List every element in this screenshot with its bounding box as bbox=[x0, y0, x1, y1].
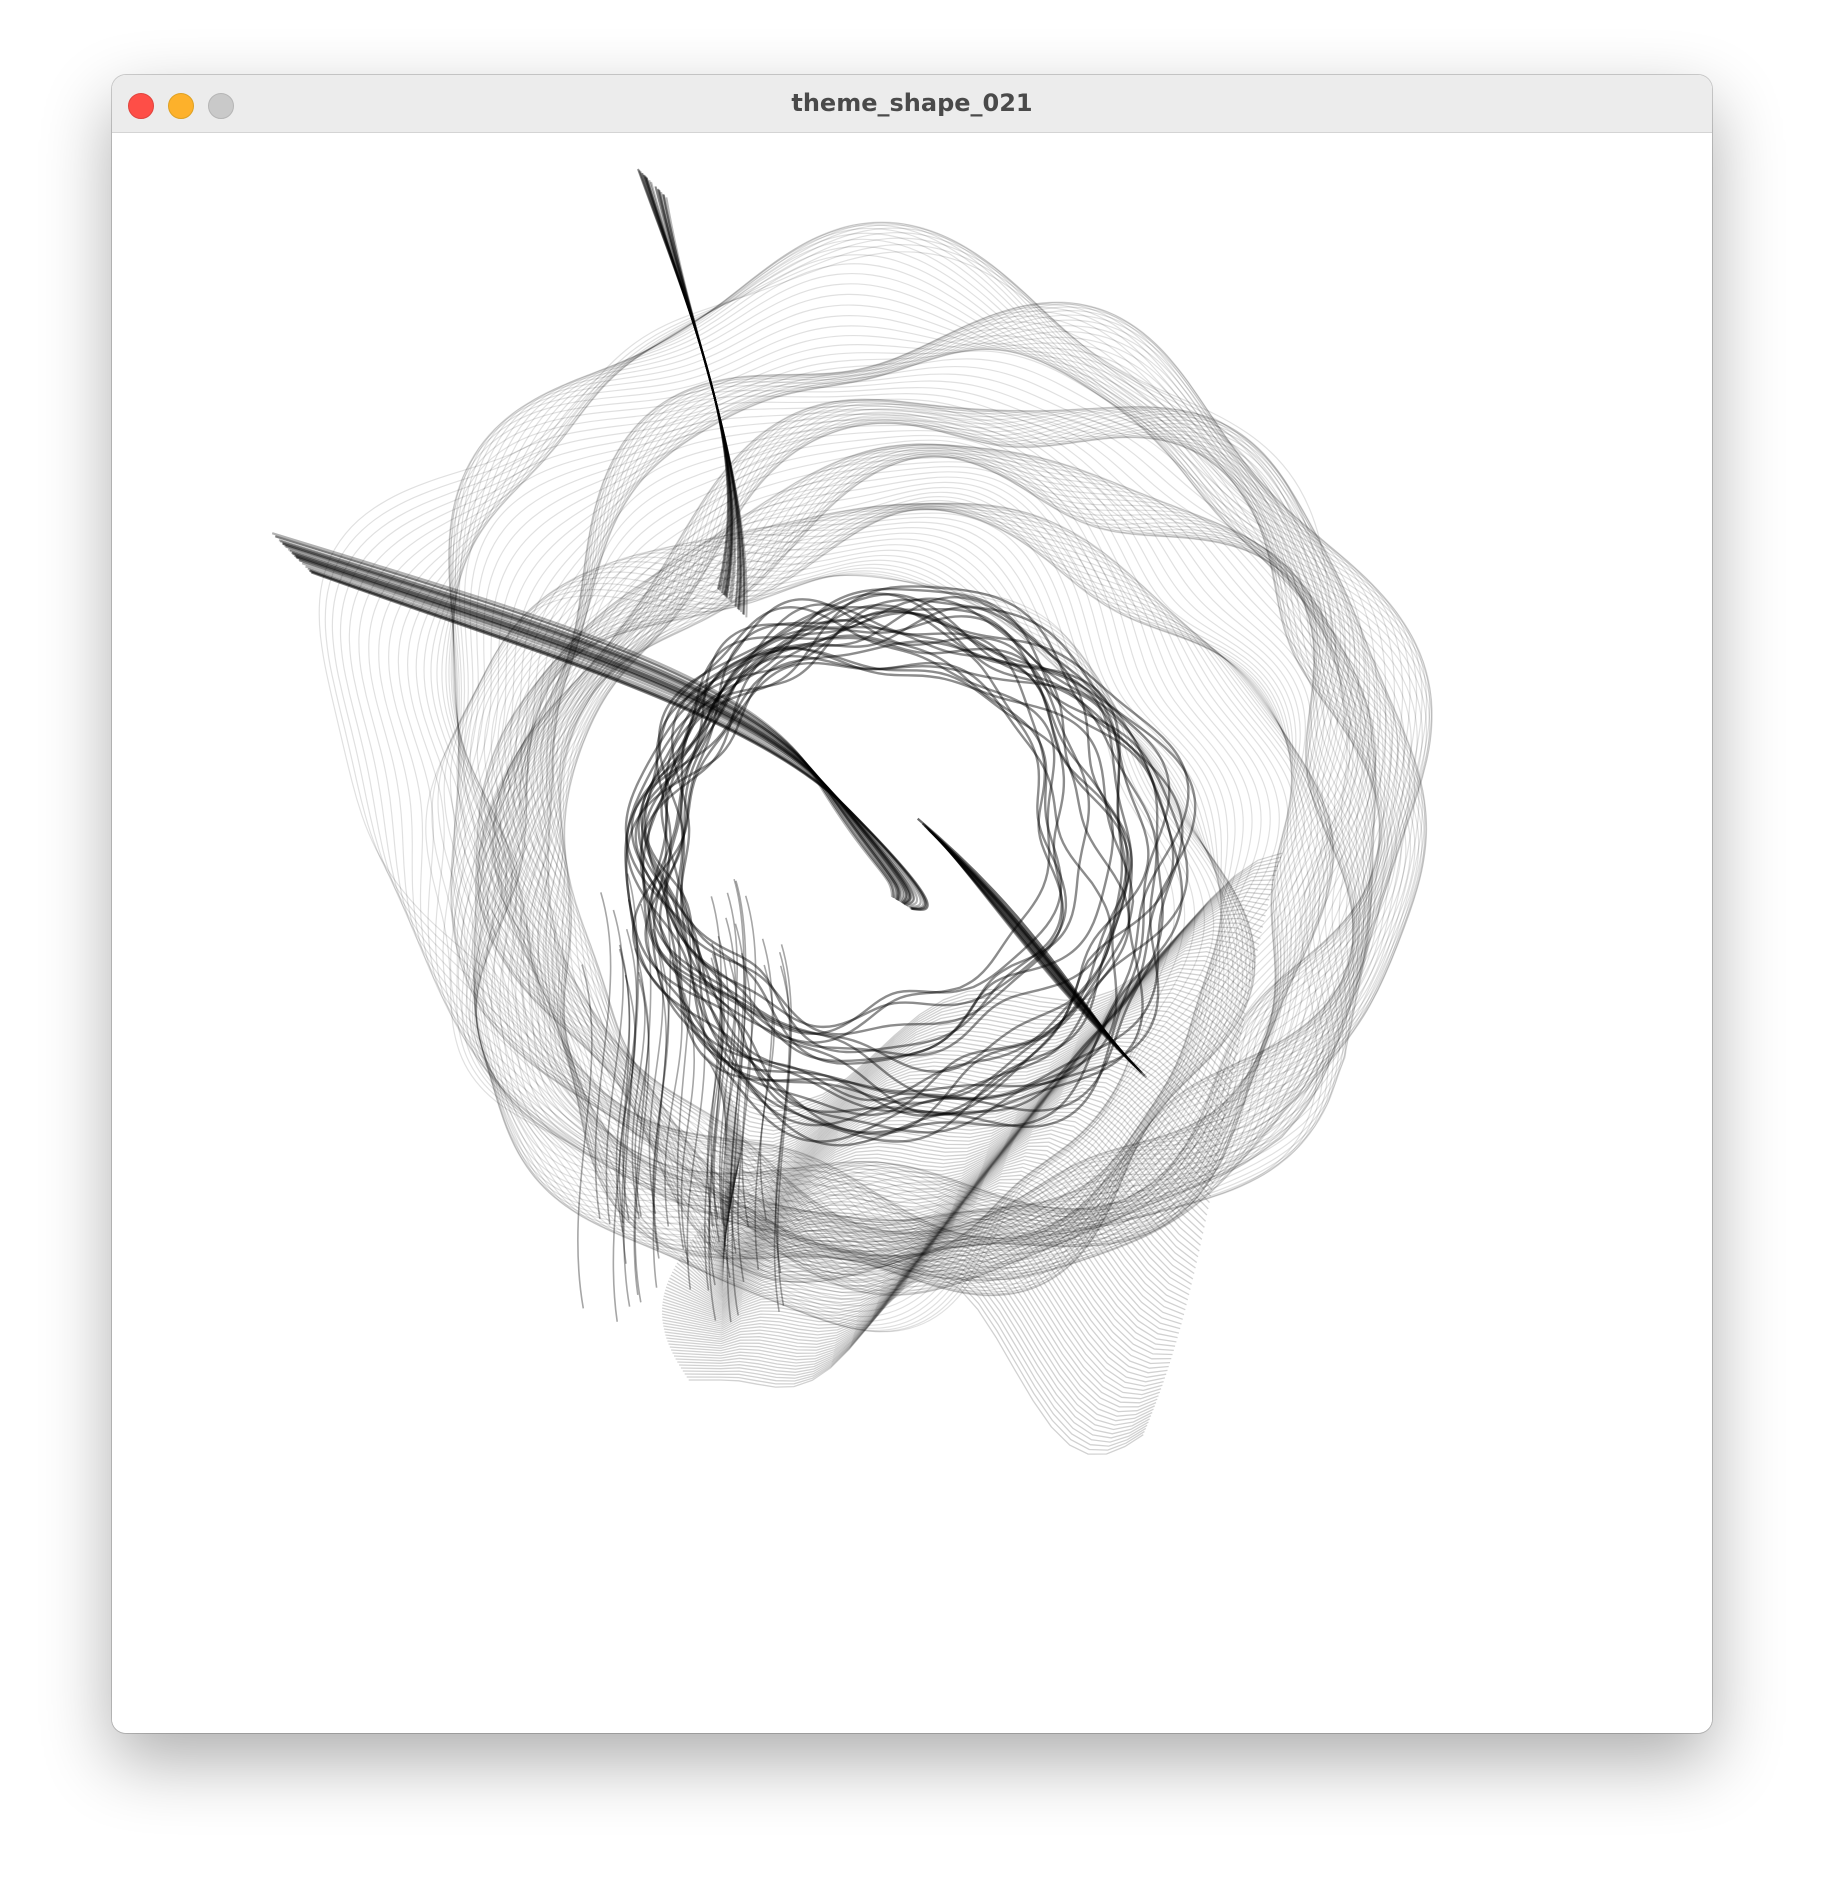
artwork-central-rings bbox=[624, 585, 1197, 1147]
window-title: theme_shape_021 bbox=[791, 89, 1033, 117]
zoom-icon[interactable] bbox=[208, 93, 234, 119]
title-bar[interactable]: theme_shape_021 bbox=[112, 75, 1712, 133]
generative-line-artwork bbox=[271, 168, 1433, 1455]
artwork-main-body bbox=[318, 221, 1433, 1333]
artwork-lower-flow bbox=[661, 852, 1283, 1455]
close-icon[interactable] bbox=[128, 93, 154, 119]
drawing-canvas[interactable] bbox=[112, 133, 1712, 1733]
app-window: theme_shape_021 bbox=[112, 75, 1712, 1733]
artwork-vertical-strands bbox=[577, 873, 793, 1323]
artwork-dark-swoops bbox=[271, 168, 1148, 1079]
minimize-icon[interactable] bbox=[168, 93, 194, 119]
